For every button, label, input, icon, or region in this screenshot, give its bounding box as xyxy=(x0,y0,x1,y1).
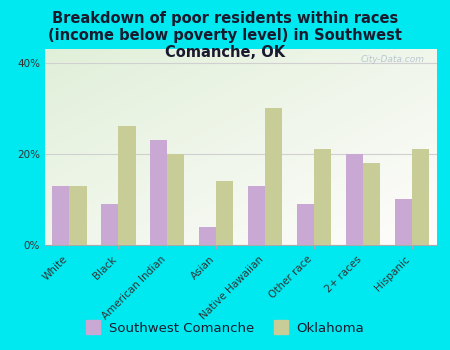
Bar xyxy=(412,149,429,245)
Bar xyxy=(52,186,69,245)
Bar xyxy=(297,204,314,245)
Bar xyxy=(395,199,412,245)
Bar xyxy=(69,186,86,245)
Bar xyxy=(346,154,363,245)
Bar xyxy=(363,163,380,245)
Legend: Southwest Comanche, Oklahoma: Southwest Comanche, Oklahoma xyxy=(81,315,369,340)
Bar xyxy=(248,186,265,245)
Bar xyxy=(199,227,216,245)
Bar xyxy=(101,204,118,245)
Bar xyxy=(216,181,234,245)
Bar xyxy=(150,140,167,245)
Text: City-Data.com: City-Data.com xyxy=(361,55,425,64)
Bar xyxy=(167,154,184,245)
Text: Breakdown of poor residents within races
(income below poverty level) in Southwe: Breakdown of poor residents within races… xyxy=(48,10,402,60)
Bar xyxy=(265,108,282,245)
Bar xyxy=(314,149,331,245)
Bar xyxy=(118,126,135,245)
